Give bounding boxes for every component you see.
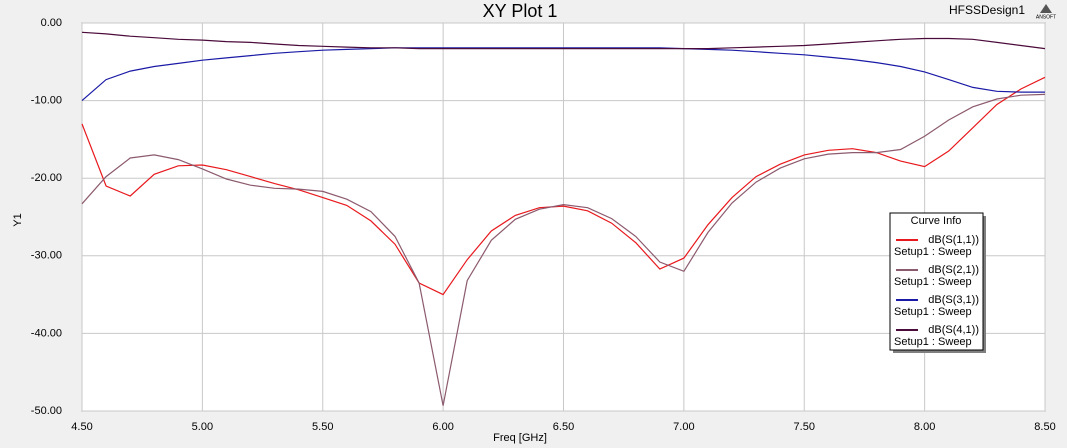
- y-tick-label: -30.00: [31, 250, 62, 262]
- x-tick-label: 4.50: [71, 421, 92, 433]
- x-axis-label: Freq [GHz]: [493, 432, 547, 444]
- design-name: HFSSDesign1: [949, 3, 1025, 17]
- legend-setup: Setup1 : Sweep: [894, 336, 972, 348]
- x-tick-label: 8.50: [1034, 421, 1055, 433]
- chart-title: XY Plot 1: [483, 1, 558, 21]
- y-tick-label: -20.00: [31, 172, 62, 184]
- legend-label: dB(S(3,1)): [928, 294, 979, 306]
- series-line: [81, 31, 1046, 50]
- logo-text: ANSOFT: [1036, 14, 1056, 20]
- logo-icon: [1040, 4, 1052, 13]
- legend-setup: Setup1 : Sweep: [894, 306, 972, 318]
- series-line: [81, 93, 1046, 406]
- legend-label: dB(S(1,1)): [928, 234, 979, 246]
- series-line: [81, 47, 1045, 102]
- legend-setup: Setup1 : Sweep: [894, 246, 972, 258]
- y-tick-label: 0.00: [41, 17, 62, 29]
- legend-box: [889, 212, 984, 351]
- legend-label: dB(S(2,1)): [928, 264, 979, 276]
- legend: Curve Info dB(S(1,1))Setup1 : SweepdB(S(…: [889, 212, 986, 353]
- x-tick-label: 8.00: [914, 421, 935, 433]
- x-tick-label: 7.50: [794, 421, 815, 433]
- series-line: [81, 76, 1046, 296]
- y-tick-label: -40.00: [31, 327, 62, 339]
- legend-label: dB(S(4,1)): [928, 324, 979, 336]
- x-tick-label: 7.00: [673, 421, 694, 433]
- y-tick-label: -50.00: [31, 405, 62, 417]
- x-tick-label: 6.50: [553, 421, 574, 433]
- legend-title: Curve Info: [911, 215, 962, 227]
- x-tick-label: 5.00: [192, 421, 213, 433]
- y-axis-label: Y1: [12, 213, 24, 226]
- series-lines: [81, 31, 1046, 406]
- legend-setup: Setup1 : Sweep: [894, 276, 972, 288]
- x-tick-label: 5.50: [312, 421, 333, 433]
- x-tick-label: 6.00: [432, 421, 453, 433]
- grid: [81, 22, 1046, 412]
- y-tick-label: -10.00: [31, 95, 62, 107]
